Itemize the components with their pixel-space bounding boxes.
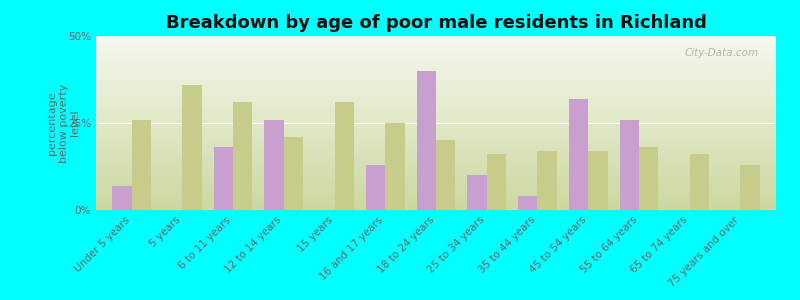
Bar xyxy=(214,147,233,210)
Bar xyxy=(284,137,303,210)
Title: Breakdown by age of poor male residents in Richland: Breakdown by age of poor male residents … xyxy=(166,14,706,32)
Bar xyxy=(386,123,405,210)
Bar xyxy=(639,147,658,210)
Bar xyxy=(233,102,252,210)
Bar xyxy=(131,119,151,210)
Bar xyxy=(265,119,284,210)
Bar xyxy=(538,151,557,210)
Bar xyxy=(182,85,202,210)
Text: City-Data.com: City-Data.com xyxy=(685,48,759,58)
Bar xyxy=(112,186,131,210)
Bar xyxy=(569,99,588,210)
Bar xyxy=(467,175,486,210)
Bar xyxy=(334,102,354,210)
Bar xyxy=(741,165,760,210)
Bar xyxy=(436,140,455,210)
Bar xyxy=(417,71,436,210)
Bar xyxy=(486,154,506,210)
Y-axis label: percentage
below poverty
level: percentage below poverty level xyxy=(47,83,81,163)
Bar xyxy=(518,196,538,210)
Bar xyxy=(588,151,607,210)
Bar xyxy=(620,119,639,210)
Bar xyxy=(690,154,709,210)
Bar xyxy=(366,165,386,210)
